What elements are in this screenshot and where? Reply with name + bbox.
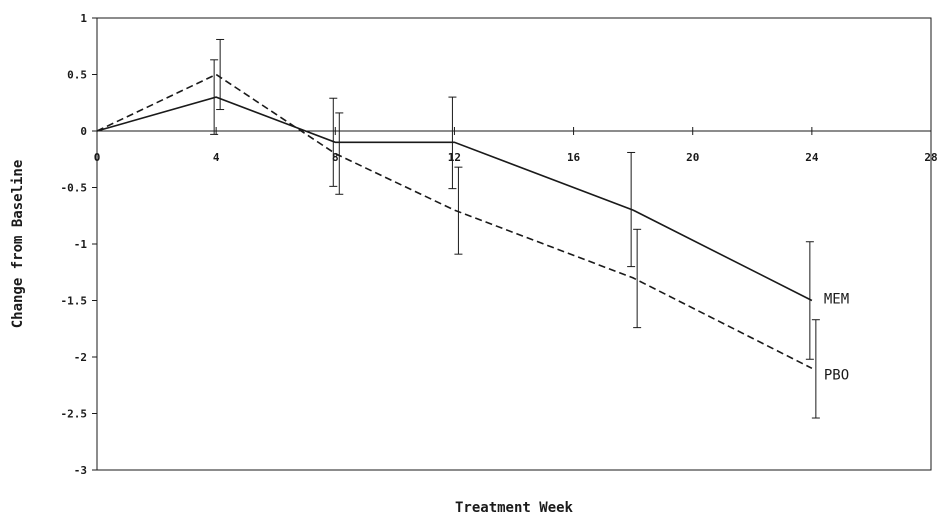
y-axis-ticks: 1 0.5 0 -0.5 -1 -1.5 -2 -2.5 -3 bbox=[61, 12, 97, 477]
y-tick-label: 0.5 bbox=[67, 69, 87, 82]
error-bar-mem bbox=[805, 241, 814, 360]
series-layer bbox=[96, 73, 813, 370]
x-tick-label: 4 bbox=[213, 151, 220, 164]
series-line-mem bbox=[96, 96, 813, 302]
x-tick-label: 12 bbox=[448, 151, 461, 164]
y-tick-label: -3 bbox=[74, 464, 87, 477]
x-tick-label: 24 bbox=[805, 151, 819, 164]
error-bar-pbo bbox=[811, 319, 820, 419]
y-tick-label: 0 bbox=[80, 125, 87, 138]
error-bar-mem bbox=[627, 151, 636, 268]
y-tick-label: -2 bbox=[74, 351, 87, 364]
error-bar-pbo bbox=[633, 228, 642, 329]
y-tick-label: -1.5 bbox=[61, 295, 88, 308]
y-tick-label: -1 bbox=[74, 238, 88, 251]
error-bar-mem bbox=[329, 97, 338, 187]
error-bars bbox=[210, 38, 820, 419]
error-bar-pbo bbox=[335, 112, 344, 195]
error-bar-mem bbox=[210, 59, 219, 135]
y-axis-title: Change from Baseline bbox=[10, 160, 26, 329]
series-labels: MEM PBO bbox=[824, 292, 849, 384]
error-bar-mem bbox=[448, 96, 457, 190]
x-axis-ticks: 0 4 8 12 16 20 24 28 bbox=[94, 127, 938, 164]
x-tick-label: 8 bbox=[332, 151, 339, 164]
y-tick-label: -0.5 bbox=[61, 182, 88, 195]
series-line-pbo bbox=[96, 73, 813, 370]
y-tick-label: -2.5 bbox=[61, 408, 88, 421]
x-tick-label: 20 bbox=[686, 151, 699, 164]
x-tick-label: 28 bbox=[924, 151, 937, 164]
x-tick-label: 0 bbox=[94, 151, 101, 164]
x-axis-title: Treatment Week bbox=[455, 500, 574, 514]
series-label-mem: MEM bbox=[824, 292, 849, 308]
plot-area-frame bbox=[96, 17, 932, 471]
series-label-pbo: PBO bbox=[824, 367, 849, 383]
error-bar-pbo bbox=[216, 38, 225, 111]
y-tick-label: 1 bbox=[80, 12, 87, 25]
x-tick-label: 16 bbox=[567, 151, 581, 164]
error-bar-pbo bbox=[454, 166, 463, 255]
